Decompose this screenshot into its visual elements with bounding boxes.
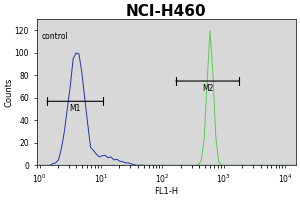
X-axis label: FL1-H: FL1-H <box>154 187 178 196</box>
Y-axis label: Counts: Counts <box>4 78 13 107</box>
Text: control: control <box>42 32 69 41</box>
Text: M1: M1 <box>69 104 81 113</box>
Text: M2: M2 <box>202 84 213 93</box>
Title: NCI-H460: NCI-H460 <box>126 4 207 19</box>
